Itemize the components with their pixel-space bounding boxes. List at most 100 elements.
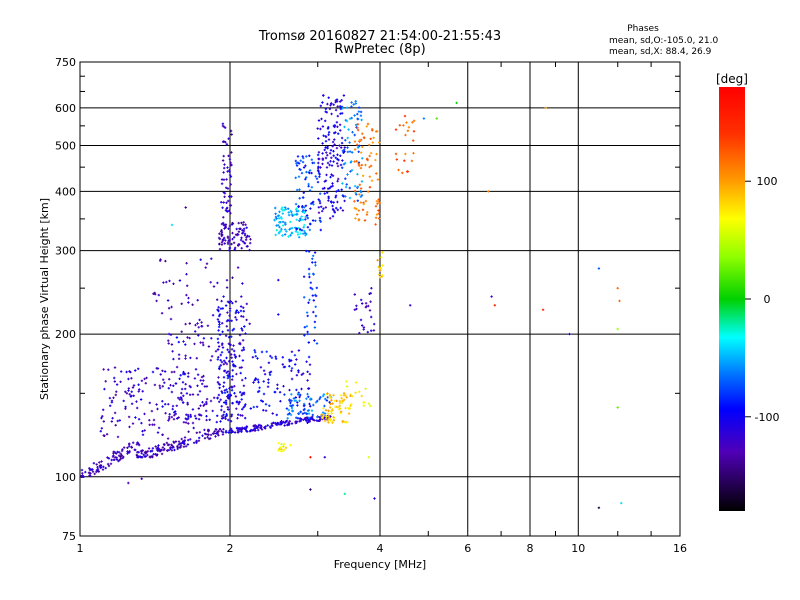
data-point: [350, 101, 353, 104]
data-point: [114, 424, 117, 427]
data-point: [349, 170, 352, 173]
data-point: [356, 112, 359, 116]
data-point: [217, 393, 221, 397]
data-point: [102, 465, 105, 468]
data-point: [116, 435, 120, 439]
data-point: [220, 182, 224, 185]
data-point: [358, 193, 361, 196]
data-point: [316, 399, 319, 403]
data-point: [355, 304, 358, 307]
data-point: [306, 330, 309, 334]
data-point: [216, 337, 220, 341]
data-point: [329, 104, 332, 107]
data-point: [194, 330, 197, 333]
data-point: [339, 206, 342, 210]
data-point: [303, 411, 307, 415]
data-point: [283, 393, 286, 396]
data-point: [104, 380, 107, 383]
data-point: [220, 430, 223, 433]
data-point: [169, 446, 172, 449]
data-point: [252, 405, 255, 409]
data-point: [196, 322, 199, 325]
data-point: [115, 390, 118, 393]
data-point: [167, 403, 170, 406]
data-point: [251, 356, 255, 359]
data-point: [235, 372, 238, 376]
data-point: [134, 369, 137, 372]
data-point: [304, 215, 307, 219]
data-point: [304, 218, 307, 221]
data-point: [317, 161, 320, 165]
data-point: [176, 445, 179, 448]
data-point: [123, 446, 126, 449]
data-point: [286, 417, 289, 420]
data-point: [288, 365, 291, 368]
data-point: [207, 437, 211, 441]
data-point: [358, 164, 361, 167]
data-point: [219, 364, 222, 367]
data-point: [194, 323, 197, 327]
data-point: [116, 419, 119, 423]
data-point: [220, 299, 223, 303]
data-point: [184, 421, 188, 424]
data-point: [213, 396, 216, 399]
data-point: [132, 384, 136, 387]
data-point: [304, 209, 307, 212]
data-point: [350, 105, 353, 108]
data-point: [226, 395, 229, 398]
data-point: [339, 410, 343, 413]
data-point: [225, 413, 228, 416]
data-point: [324, 179, 328, 182]
data-point: [308, 189, 312, 192]
data-point: [280, 217, 283, 220]
data-point: [99, 466, 103, 469]
data-point: [298, 228, 302, 231]
data-point: [191, 421, 195, 425]
data-point: [219, 353, 222, 357]
data-point: [95, 468, 99, 472]
data-point: [342, 163, 346, 166]
data-point: [216, 348, 220, 351]
data-point: [248, 248, 251, 252]
data-point: [369, 164, 373, 168]
data-point: [329, 149, 333, 152]
data-point: [307, 355, 311, 359]
data-point: [544, 106, 547, 110]
data-point: [361, 208, 365, 211]
data-point: [379, 267, 382, 270]
data-point: [157, 444, 160, 447]
data-point: [362, 400, 365, 404]
data-point: [307, 185, 310, 188]
data-point: [98, 461, 101, 464]
data-point: [324, 146, 327, 149]
data-point: [229, 163, 232, 167]
data-point: [363, 219, 367, 222]
data-point: [216, 414, 219, 417]
data-point: [113, 380, 116, 383]
data-point: [230, 413, 234, 416]
data-point: [336, 180, 339, 183]
data-point: [353, 114, 356, 117]
data-point: [220, 243, 224, 246]
data-point: [316, 415, 319, 419]
data-point: [170, 305, 173, 309]
data-point: [307, 341, 310, 344]
data-point: [297, 175, 301, 178]
data-point: [221, 431, 225, 434]
data-point: [317, 170, 320, 173]
data-point: [334, 405, 337, 409]
data-point: [296, 233, 300, 236]
data-point: [180, 330, 183, 333]
data-point: [303, 231, 307, 235]
data-point: [127, 387, 130, 390]
data-point: [165, 280, 168, 284]
data-point: [226, 311, 229, 314]
data-point: [168, 413, 171, 416]
data-point: [228, 360, 231, 363]
data-point: [195, 357, 198, 360]
data-point: [326, 191, 329, 194]
data-point: [172, 357, 175, 361]
data-point: [220, 360, 224, 364]
data-point: [141, 433, 145, 436]
data-point: [242, 310, 245, 313]
